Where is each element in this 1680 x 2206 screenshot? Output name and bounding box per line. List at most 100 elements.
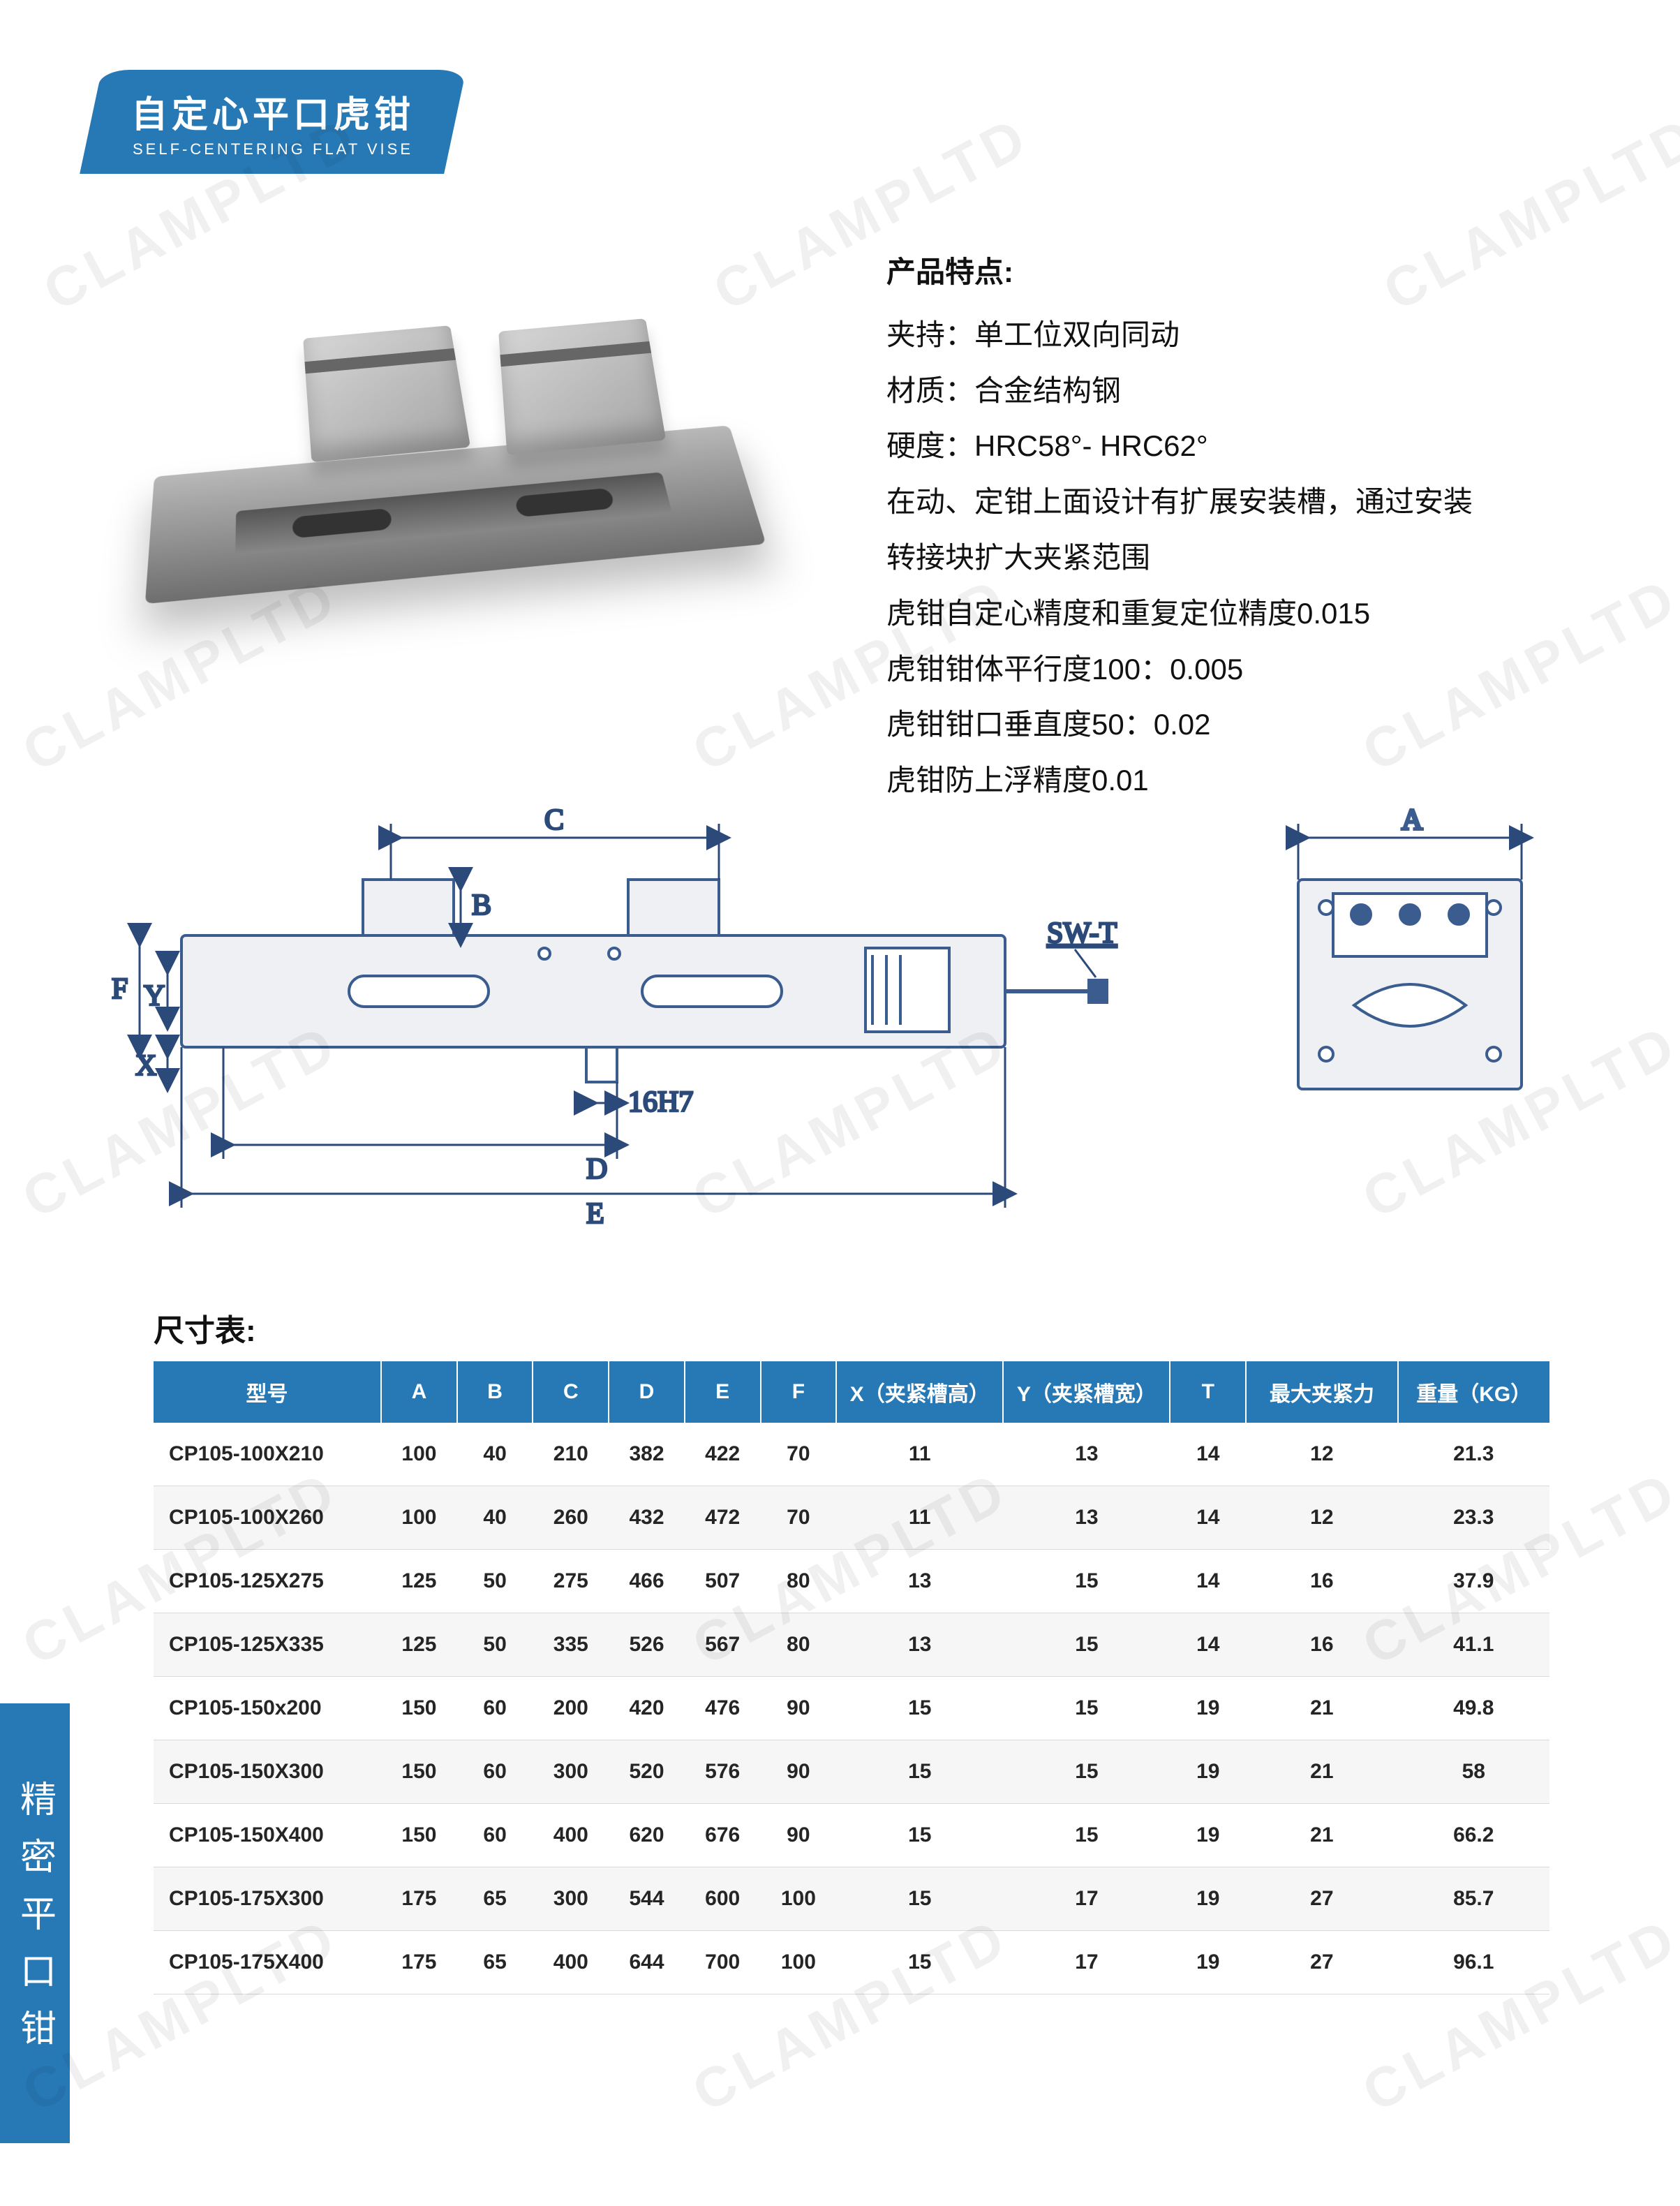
- table-cell: 175: [381, 1931, 457, 1994]
- table-cell: 335: [533, 1613, 609, 1677]
- table-cell: CP105-150x200: [154, 1677, 381, 1740]
- table-cell: 60: [457, 1804, 533, 1867]
- table-row: CP105-100X21010040210382422701113141221.…: [154, 1423, 1549, 1486]
- table-cell: 90: [761, 1804, 837, 1867]
- table-cell: 14: [1170, 1613, 1246, 1677]
- table-cell: 12: [1246, 1486, 1397, 1550]
- table-cell: 15: [1003, 1804, 1170, 1867]
- table-cell: 526: [609, 1613, 685, 1677]
- table-row: CP105-175X400175654006447001001517192796…: [154, 1931, 1549, 1994]
- table-header: E: [685, 1361, 761, 1423]
- table-cell: 420: [609, 1677, 685, 1740]
- table-cell: 50: [457, 1613, 533, 1677]
- table-cell: 15: [1003, 1613, 1170, 1677]
- table-cell: 466: [609, 1550, 685, 1613]
- table-cell: 19: [1170, 1931, 1246, 1994]
- feature-line: 硬度：HRC58°- HRC62°: [886, 418, 1598, 474]
- table-cell: 400: [533, 1804, 609, 1867]
- table-cell: 70: [761, 1423, 837, 1486]
- svg-text:SW-T: SW-T: [1047, 917, 1117, 949]
- svg-text:F: F: [112, 973, 128, 1005]
- table-cell: 66.2: [1398, 1804, 1549, 1867]
- table-cell: 40: [457, 1486, 533, 1550]
- table-cell: CP105-150X400: [154, 1804, 381, 1867]
- table-cell: 576: [685, 1740, 761, 1804]
- table-cell: CP105-100X260: [154, 1486, 381, 1550]
- feature-line: 在动、定钳上面设计有扩展安装槽，通过安装: [886, 474, 1598, 530]
- table-cell: 150: [381, 1677, 457, 1740]
- table-header: F: [761, 1361, 837, 1423]
- table-header: 重量（KG）: [1398, 1361, 1549, 1423]
- feature-line: 夹持：单工位双向同动: [886, 307, 1598, 363]
- title-cn: 自定心平口虎钳: [131, 85, 415, 138]
- table-cell: CP105-125X335: [154, 1613, 381, 1677]
- side-tab-label: 精密平口钳: [9, 1780, 61, 2066]
- table-cell: 14: [1170, 1550, 1246, 1613]
- table-cell: 100: [761, 1931, 837, 1994]
- table-cell: 15: [836, 1740, 1003, 1804]
- table-header: C: [533, 1361, 609, 1423]
- table-cell: 21: [1246, 1740, 1397, 1804]
- table-cell: 65: [457, 1931, 533, 1994]
- table-cell: 476: [685, 1677, 761, 1740]
- table-cell: 472: [685, 1486, 761, 1550]
- table-cell: 400: [533, 1931, 609, 1994]
- table-cell: 15: [836, 1867, 1003, 1931]
- table-cell: 21.3: [1398, 1423, 1549, 1486]
- table-cell: 15: [836, 1804, 1003, 1867]
- table-cell: 19: [1170, 1804, 1246, 1867]
- table-cell: 90: [761, 1740, 837, 1804]
- table-cell: 13: [1003, 1423, 1170, 1486]
- title-badge: 自定心平口虎钳 SELF-CENTERING FLAT VISE: [80, 70, 466, 174]
- svg-text:D: D: [586, 1153, 607, 1185]
- table-cell: 382: [609, 1423, 685, 1486]
- product-photo: [112, 258, 796, 691]
- table-header: D: [609, 1361, 685, 1423]
- table-cell: CP105-150X300: [154, 1740, 381, 1804]
- table-cell: 27: [1246, 1867, 1397, 1931]
- table-cell: 11: [836, 1486, 1003, 1550]
- table-cell: 80: [761, 1613, 837, 1677]
- table-cell: 15: [1003, 1677, 1170, 1740]
- table-header: Y（夹紧槽宽）: [1003, 1361, 1170, 1423]
- table-cell: 13: [836, 1613, 1003, 1677]
- table-cell: 600: [685, 1867, 761, 1931]
- svg-text:X: X: [135, 1050, 156, 1082]
- table-cell: 49.8: [1398, 1677, 1549, 1740]
- table-cell: 19: [1170, 1677, 1246, 1740]
- side-tab: 精密平口钳: [0, 1703, 70, 2143]
- table-cell: 125: [381, 1550, 457, 1613]
- table-row: CP105-150x20015060200420476901515192149.…: [154, 1677, 1549, 1740]
- table-cell: 21: [1246, 1677, 1397, 1740]
- table-cell: 14: [1170, 1423, 1246, 1486]
- table-cell: 40: [457, 1423, 533, 1486]
- feature-line: 虎钳钳口垂直度50：0.02: [886, 697, 1598, 753]
- table-cell: 300: [533, 1867, 609, 1931]
- feature-line: 转接块扩大夹紧范围: [886, 530, 1598, 586]
- table-cell: 15: [1003, 1550, 1170, 1613]
- table-cell: 15: [836, 1677, 1003, 1740]
- table-cell: CP105-125X275: [154, 1550, 381, 1613]
- table-cell: 275: [533, 1550, 609, 1613]
- table-cell: CP105-175X400: [154, 1931, 381, 1994]
- table-cell: 90: [761, 1677, 837, 1740]
- table-cell: 19: [1170, 1740, 1246, 1804]
- table-cell: 100: [761, 1867, 837, 1931]
- table-cell: 23.3: [1398, 1486, 1549, 1550]
- table-cell: 37.9: [1398, 1550, 1549, 1613]
- table-cell: 520: [609, 1740, 685, 1804]
- table-header: X（夹紧槽高）: [836, 1361, 1003, 1423]
- table-row: CP105-150X30015060300520576901515192158: [154, 1740, 1549, 1804]
- table-cell: 567: [685, 1613, 761, 1677]
- table-cell: 12: [1246, 1423, 1397, 1486]
- svg-text:16H7: 16H7: [628, 1086, 693, 1118]
- table-cell: 13: [1003, 1486, 1170, 1550]
- table-cell: 65: [457, 1867, 533, 1931]
- table-cell: 125: [381, 1613, 457, 1677]
- table-cell: 19: [1170, 1867, 1246, 1931]
- table-row: CP105-150X40015060400620676901515192166.…: [154, 1804, 1549, 1867]
- table-header: B: [457, 1361, 533, 1423]
- table-cell: 432: [609, 1486, 685, 1550]
- table-cell: 210: [533, 1423, 609, 1486]
- size-table: 型号ABCDEFX（夹紧槽高）Y（夹紧槽宽）T最大夹紧力重量（KG） CP105…: [154, 1361, 1549, 1994]
